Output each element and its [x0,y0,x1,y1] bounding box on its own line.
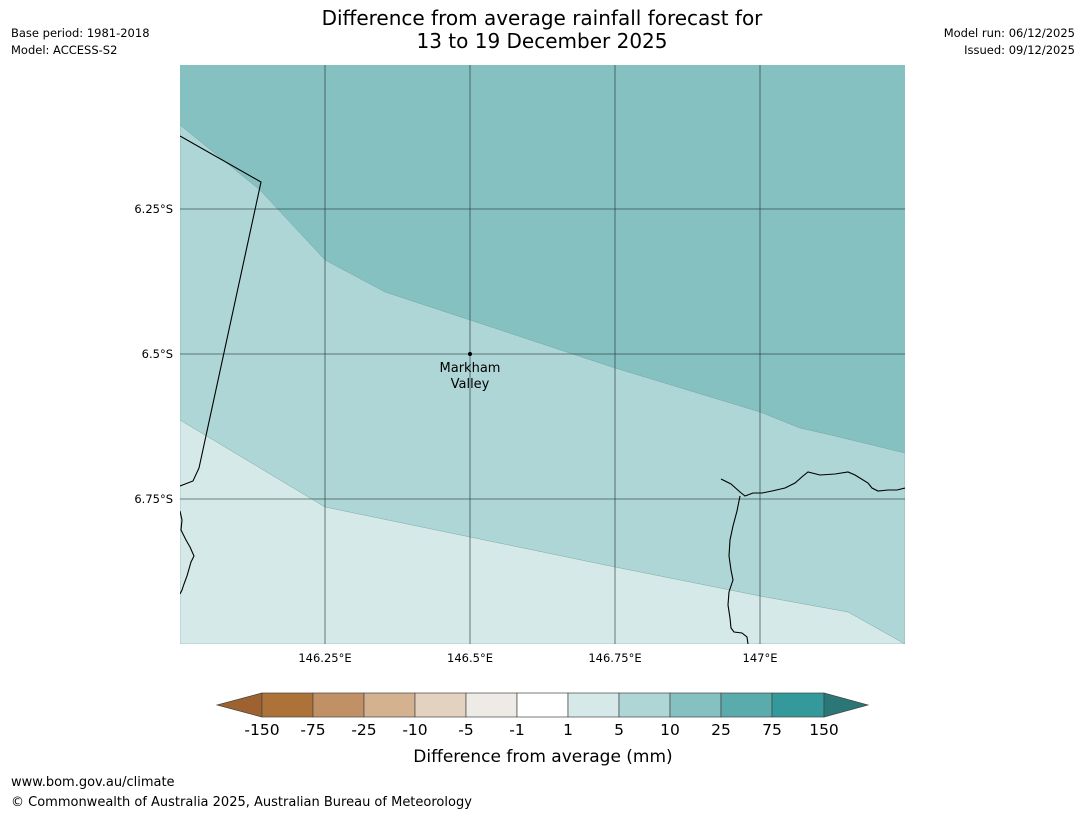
model-run-text: Model run: 06/12/2025 [943,26,1075,40]
model-text: Model: ACCESS-S2 [11,43,118,57]
colorbar-bin [363,692,416,718]
colorbar-bin [414,692,467,718]
lat-label-6-75: 6.75°S [134,492,173,506]
colorbar [215,692,870,718]
coastline-east [720,471,905,497]
lat-label-6-25: 6.25°S [134,202,173,216]
title-line-2: 13 to 19 December 2025 [416,29,668,53]
colorbar-bin [312,692,365,718]
colorbar-tick-label: -25 [351,721,376,739]
title-line-1: Difference from average rainfall forecas… [321,6,763,30]
colorbar-arrow-high [823,692,870,718]
base-period-text: Base period: 1981-2018 [11,26,150,40]
border-line [180,135,262,487]
colorbar-ticks: -150 -75 -25 -10 -5 -1 1 5 10 25 75 150 [244,721,838,739]
colorbar-bin [567,692,620,718]
colorbar-tick-label: -75 [300,721,325,739]
colorbar-tick-label: 25 [711,721,731,739]
river-line [727,495,749,644]
colorbar-tick-label: -150 [244,721,279,739]
colorbar-bin [261,692,314,718]
lon-label-146-5: 146.5°E [447,651,493,665]
lon-label-146-75: 146.75°E [588,651,641,665]
metadata-left: Base period: 1981-2018 Model: ACCESS-S2 [11,25,150,59]
colorbar-tick-label: 5 [614,721,624,739]
colorbar-tick-label: -1 [509,721,524,739]
metadata-right: Model run: 06/12/2025 Issued: 09/12/2025 [944,25,1075,59]
place-name-line-1: Markham [440,361,501,376]
coastline-west [180,510,195,595]
colorbar-tick-label: 150 [809,721,839,739]
map-area [180,65,905,644]
colorbar-title: Difference from average (mm) [413,747,672,767]
footer-copyright: © Commonwealth of Australia 2025, Austra… [11,795,472,810]
colorbar-bin [771,692,825,718]
lon-label-146-25: 146.25°E [298,651,351,665]
colorbar-bin [720,692,773,718]
gridlines [180,65,905,644]
lat-label-6-5: 6.5°S [142,347,173,361]
coastlines-borders [180,135,905,644]
colorbar-tick-label: -10 [402,721,427,739]
place-name-line-2: Valley [451,377,490,392]
issued-text: Issued: 09/12/2025 [964,43,1075,57]
colorbar-arrow-low [215,692,263,718]
colorbar-tick-label: 10 [660,721,680,739]
lon-label-147: 147°E [743,651,778,665]
markham-valley-marker [468,352,472,356]
colorbar-tick-label: 75 [762,721,782,739]
colorbar-tick-label: -5 [458,721,473,739]
chart-title: Difference from average rainfall forecas… [242,7,842,53]
colorbar-tick-label: 1 [563,721,573,739]
colorbar-bin [618,692,671,718]
footer-url: www.bom.gov.au/climate [11,775,175,790]
colorbar-bin [669,692,722,718]
colorbar-bin [516,692,569,718]
colorbar-bin [465,692,518,718]
